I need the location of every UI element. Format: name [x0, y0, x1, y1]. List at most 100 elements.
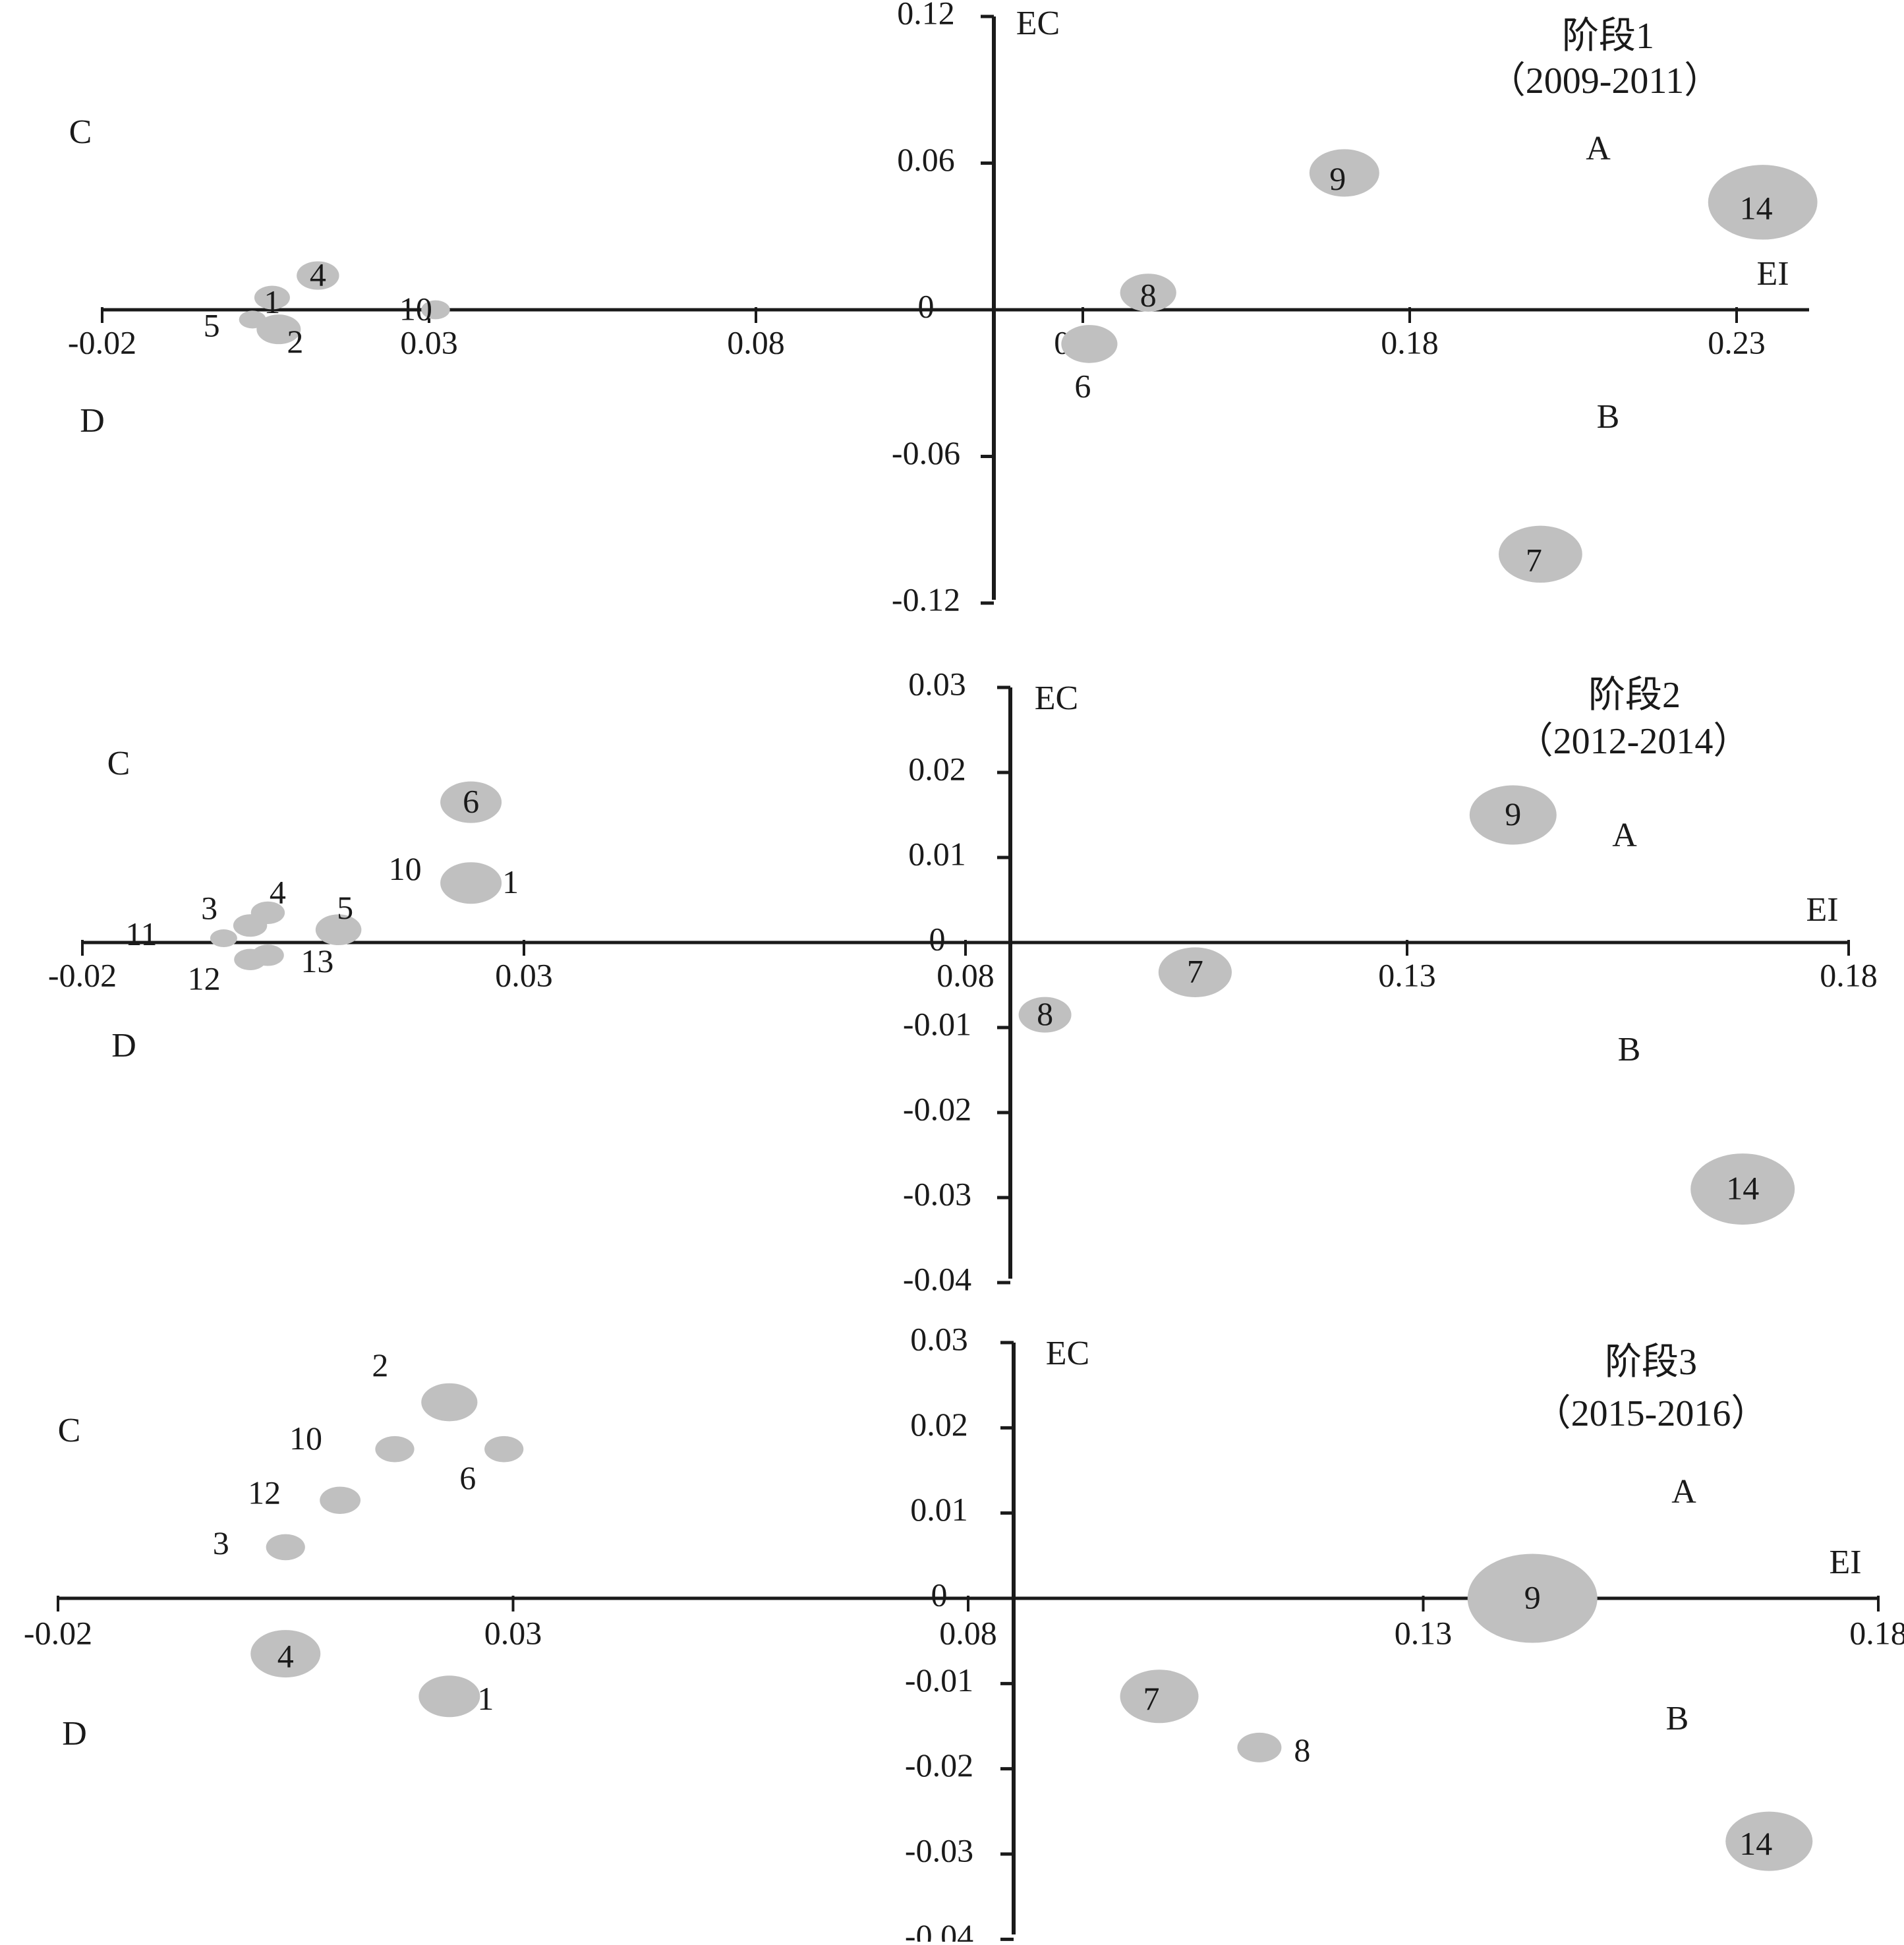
quadrant-label-b: B	[1618, 1031, 1641, 1068]
bubble-label-14: 14	[1740, 189, 1773, 226]
bubble-4	[250, 901, 285, 924]
quadrant-label-a: A	[1671, 1473, 1696, 1511]
bubble-13	[252, 944, 284, 966]
x-tick-label: 0.23	[1708, 324, 1766, 361]
bubble-5	[239, 310, 266, 329]
bubble-label-13: 13	[301, 943, 333, 979]
quadrant-label-a: A	[1586, 130, 1611, 167]
bubble-label-5: 5	[337, 889, 353, 926]
bubble-label-6: 6	[459, 1459, 476, 1496]
x-tick-label: -0.02	[48, 956, 117, 993]
quadrant-label-c: C	[107, 745, 130, 782]
bubble-1	[254, 285, 290, 310]
x-tick-label: 0.03	[484, 1614, 542, 1651]
y-tick-label: -0.02	[903, 1090, 971, 1127]
bubble-7	[1158, 947, 1232, 997]
y-tick-label: -0.04	[903, 1260, 971, 1297]
bubble-label-7: 7	[1187, 953, 1203, 990]
y-tick-label: -0.01	[903, 1005, 971, 1042]
y-tick-label: 0.02	[908, 750, 966, 787]
bubble-label-9: 9	[1329, 160, 1346, 197]
bubble-7	[1120, 1669, 1199, 1724]
bubble-label-9: 9	[1505, 796, 1521, 832]
x-axis-title: EI	[1756, 255, 1789, 293]
bubble-label-4: 4	[277, 1638, 294, 1675]
x-tick-label: 0.18	[1820, 956, 1878, 993]
bubble-6	[440, 781, 502, 823]
y-tick-label: 0.01	[908, 835, 966, 872]
x-axis-title: EI	[1829, 1544, 1861, 1581]
x-tick-label: 0.08	[727, 324, 785, 361]
x-tick-label: 0.08	[939, 1614, 997, 1651]
y-tick-label: -0.02	[905, 1747, 973, 1784]
x-axis-title: EI	[1806, 891, 1838, 929]
panel-stage-1: -0.020.030.080.130.180.230.120.060-0.06-…	[68, 0, 1818, 618]
bubble-1	[418, 1675, 480, 1718]
y-tick-label: 0.06	[897, 141, 955, 178]
x-tick-label: 0.13	[1378, 956, 1436, 993]
stage-title: 阶段1	[1562, 16, 1654, 57]
bubble-label-7: 7	[1143, 1680, 1160, 1717]
bubble-label-1: 1	[264, 283, 280, 320]
y-axis-title: EC	[1016, 5, 1060, 42]
y-tick-label: -0.03	[905, 1832, 973, 1869]
quadrant-label-b: B	[1666, 1700, 1689, 1737]
bubble-9	[1467, 1553, 1598, 1643]
y-axis-title: EC	[1035, 680, 1078, 717]
bubble-3	[266, 1534, 305, 1561]
bubble-label-2: 2	[287, 323, 303, 360]
bubble-14	[1725, 1811, 1813, 1871]
stage-period: （2012-2014）	[1516, 721, 1750, 762]
quadrant-label-c: C	[69, 113, 92, 151]
x-tick-label: 0.18	[1849, 1614, 1904, 1651]
y-tick-label: -0.01	[905, 1662, 973, 1698]
y-tick-label: -0.12	[892, 581, 960, 618]
bubble-label-6: 6	[1074, 367, 1091, 404]
stage-title: 阶段2	[1588, 675, 1681, 716]
bubble-2	[256, 314, 301, 345]
x-tick-label: 0.13	[1395, 1614, 1453, 1651]
quadrant-label-d: D	[62, 1715, 87, 1753]
bubble-8	[1120, 274, 1176, 312]
bubble-label-14: 14	[1739, 1825, 1772, 1862]
bubble-10	[375, 1436, 415, 1463]
bubble-8	[1237, 1732, 1282, 1762]
bubble-14	[1708, 165, 1818, 240]
bubble-label-8: 8	[1140, 277, 1157, 314]
bubble-label-9: 9	[1524, 1579, 1541, 1615]
y-tick-label: 0.03	[910, 1320, 968, 1357]
bubble-10	[453, 871, 489, 895]
bubble-6	[484, 1436, 524, 1463]
bubble-label-6: 6	[463, 783, 479, 820]
bubble-label-3: 3	[213, 1524, 229, 1561]
bubble-label-5: 5	[204, 306, 220, 343]
y-tick-label: 0	[918, 287, 935, 324]
bubble-8	[1018, 997, 1072, 1033]
bubble-4	[250, 1630, 321, 1678]
bubble-label-14: 14	[1726, 1170, 1759, 1207]
bubble-10	[421, 300, 450, 320]
bubble-label-4: 4	[270, 873, 286, 910]
bubble-label-12: 12	[248, 1474, 281, 1511]
bubble-4	[297, 261, 339, 290]
panel-stage-2: -0.02 0.03 0.08 0.13 0.18 0.03 0.02 0.01 0 -0.01 -…	[48, 665, 1878, 1297]
bubble-9	[1469, 785, 1557, 845]
stage-period: （2015-2016）	[1534, 1393, 1768, 1434]
y-tick-label: 0.03	[908, 665, 966, 702]
bubble-label-11: 11	[125, 915, 157, 952]
bubble-label-10: 10	[399, 290, 432, 327]
x-tick-label: -0.02	[24, 1614, 92, 1651]
y-tick-label: 0	[929, 920, 946, 957]
bubble-6	[1061, 325, 1118, 363]
bubble-label-10: 10	[389, 850, 422, 887]
quadrant-label-d: D	[80, 402, 105, 440]
y-tick-label: -0.06	[892, 434, 960, 471]
y-tick-label: 0.12	[897, 0, 955, 31]
panel-stage-3: -0.02 0.03 0.08 0.13 0.18 0.03 0.02 0.01 0 -0.01 -…	[24, 1320, 1904, 1945]
bubble-label-12: 12	[188, 960, 221, 997]
bubble-9	[1309, 149, 1379, 197]
x-tick-label: 0.03	[495, 956, 553, 993]
bubble-label-8: 8	[1037, 995, 1053, 1032]
